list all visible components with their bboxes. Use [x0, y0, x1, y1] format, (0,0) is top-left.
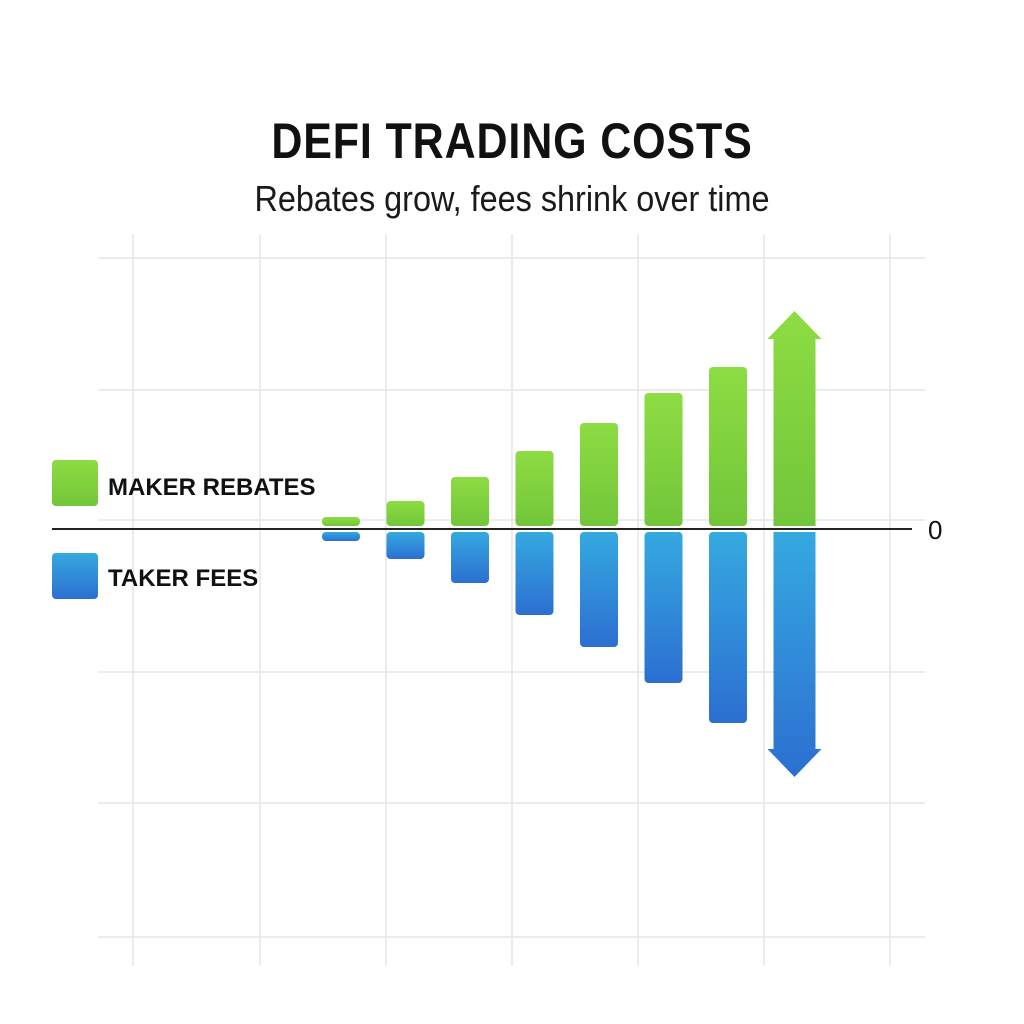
- legend: MAKER REBATES TAKER FEES: [52, 460, 316, 599]
- bar-maker-rebate: [515, 451, 554, 526]
- bar-taker-fee: [644, 532, 683, 683]
- bar-maker-rebate: [644, 393, 683, 526]
- legend-label-maker-rebates: MAKER REBATES: [108, 474, 316, 501]
- bar-taker-fee: [386, 532, 425, 559]
- legend-swatch-maker-rebates: [52, 460, 98, 506]
- bar-maker-rebate: [386, 501, 425, 526]
- bars-layer: [322, 311, 822, 777]
- bar-taker-fee: [451, 532, 489, 583]
- grid-layer: [98, 234, 925, 966]
- bar-taker-fee: [322, 532, 360, 541]
- bar-maker-rebate: [322, 517, 360, 526]
- bar-taker-fee: [709, 532, 747, 723]
- bar-taker-fee: [580, 532, 618, 647]
- bar-maker-rebate: [709, 367, 747, 526]
- bar-maker-rebate: [580, 423, 618, 526]
- zero-label: 0: [928, 515, 942, 545]
- chart-title: DEFI TRADING COSTS: [271, 113, 753, 169]
- bar-maker-rebate: [451, 477, 489, 526]
- bar-arrow-up: [767, 311, 822, 526]
- bar-taker-fee: [515, 532, 554, 615]
- bar-arrow-down: [767, 532, 822, 777]
- chart-subtitle: Rebates grow, fees shrink over time: [254, 178, 770, 219]
- legend-swatch-taker-fees: [52, 553, 98, 599]
- legend-label-taker-fees: TAKER FEES: [108, 565, 258, 592]
